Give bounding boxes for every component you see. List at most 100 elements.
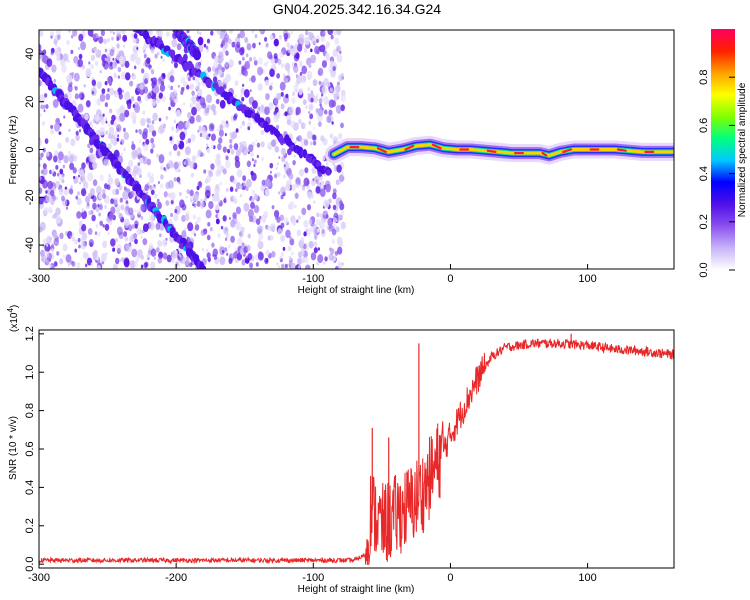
noise-speckle <box>340 122 344 129</box>
noise-speckle <box>92 161 98 170</box>
noise-speckle <box>61 64 67 73</box>
noise-speckle <box>92 179 98 187</box>
noise-speckle <box>335 179 340 186</box>
noise-speckle <box>200 126 206 135</box>
noise-speckle <box>78 93 82 99</box>
noise-speckle <box>158 30 164 38</box>
spectrogram-y-tick-label: 40 <box>24 48 36 60</box>
diagonal-track-mark <box>118 12 123 18</box>
noise-speckle <box>60 232 64 237</box>
noise-speckle <box>331 238 336 244</box>
noise-speckle <box>59 258 64 265</box>
noise-speckle <box>90 262 94 267</box>
noise-speckle <box>45 104 49 109</box>
noise-speckle <box>138 139 142 144</box>
noise-speckle <box>144 78 149 85</box>
noise-speckle <box>299 71 303 76</box>
noise-speckle <box>134 65 137 70</box>
noise-speckle <box>254 159 257 164</box>
noise-speckle <box>335 104 342 114</box>
noise-speckle <box>252 42 256 49</box>
noise-speckle <box>60 188 63 192</box>
noise-speckle <box>311 37 317 45</box>
noise-speckle <box>296 219 299 223</box>
noise-speckle <box>305 105 308 110</box>
noise-speckle <box>319 213 322 218</box>
noise-speckle <box>205 107 210 114</box>
noise-speckle <box>301 257 306 264</box>
noise-speckle <box>318 121 322 127</box>
noise-speckle <box>150 261 156 269</box>
noise-speckle <box>131 141 134 145</box>
noise-speckle <box>196 185 200 191</box>
noise-speckle <box>206 252 211 259</box>
spectrogram-x-tick-label: -200 <box>165 273 187 285</box>
snr-line <box>39 338 674 566</box>
noise-speckle <box>316 261 320 266</box>
noise-speckle <box>280 91 284 97</box>
noise-speckle <box>296 229 302 237</box>
svg-text:(x104): (x104) <box>6 305 20 332</box>
noise-speckle <box>245 53 249 58</box>
noise-speckle <box>123 231 128 237</box>
noise-speckle <box>288 201 295 210</box>
noise-speckle <box>49 264 52 268</box>
noise-speckle <box>176 176 181 183</box>
noise-speckle <box>293 154 296 158</box>
noise-speckle <box>280 252 284 257</box>
noise-speckle <box>154 256 156 260</box>
noise-speckle <box>107 176 114 186</box>
noise-speckle <box>116 108 121 116</box>
noise-speckle <box>251 189 256 196</box>
noise-speckle <box>261 179 266 186</box>
noise-speckle <box>193 203 197 208</box>
noise-speckle <box>55 165 59 170</box>
noise-speckle <box>118 93 123 100</box>
noise-speckle <box>70 138 75 145</box>
signal-peak <box>562 148 572 153</box>
noise-speckle <box>111 36 114 41</box>
noise-speckle <box>79 220 83 227</box>
noise-speckle <box>42 104 46 109</box>
snr-frame <box>38 329 675 569</box>
noise-speckle <box>94 231 98 235</box>
noise-speckle <box>281 63 285 68</box>
noise-speckle <box>289 120 296 129</box>
noise-speckle <box>180 90 184 95</box>
noise-speckle <box>114 62 117 66</box>
noise-speckle <box>40 104 44 110</box>
noise-speckle <box>103 38 108 45</box>
spectrogram-noise <box>39 30 346 269</box>
noise-speckle <box>149 175 155 184</box>
noise-speckle <box>85 100 91 108</box>
noise-speckle <box>172 143 178 151</box>
noise-speckle <box>333 31 337 36</box>
noise-speckle <box>261 156 264 161</box>
noise-speckle <box>308 103 314 111</box>
noise-speckle <box>112 188 116 195</box>
noise-speckle <box>123 186 127 191</box>
noise-speckle <box>142 156 148 165</box>
noise-speckle <box>313 126 316 130</box>
noise-speckle <box>241 120 246 126</box>
noise-speckle <box>210 163 215 170</box>
noise-speckle <box>210 144 215 150</box>
noise-speckle <box>107 76 112 84</box>
noise-speckle <box>113 199 118 206</box>
noise-speckle <box>75 134 80 141</box>
noise-speckle <box>251 30 255 34</box>
noise-speckle <box>231 136 234 140</box>
noise-speckle <box>59 85 62 89</box>
noise-speckle <box>170 199 174 205</box>
snr-x-tick-label: -300 <box>28 572 50 584</box>
spectrogram-y-tick-label: -40 <box>24 237 36 253</box>
noise-speckle <box>280 147 286 156</box>
diagonal-track-mark <box>325 169 331 176</box>
noise-speckle <box>283 164 286 168</box>
signal-yellow <box>332 143 674 157</box>
noise-speckle <box>74 93 79 100</box>
noise-speckle <box>80 241 86 250</box>
noise-speckle <box>72 154 78 162</box>
noise-speckle <box>166 31 170 37</box>
noise-speckle <box>325 52 330 59</box>
